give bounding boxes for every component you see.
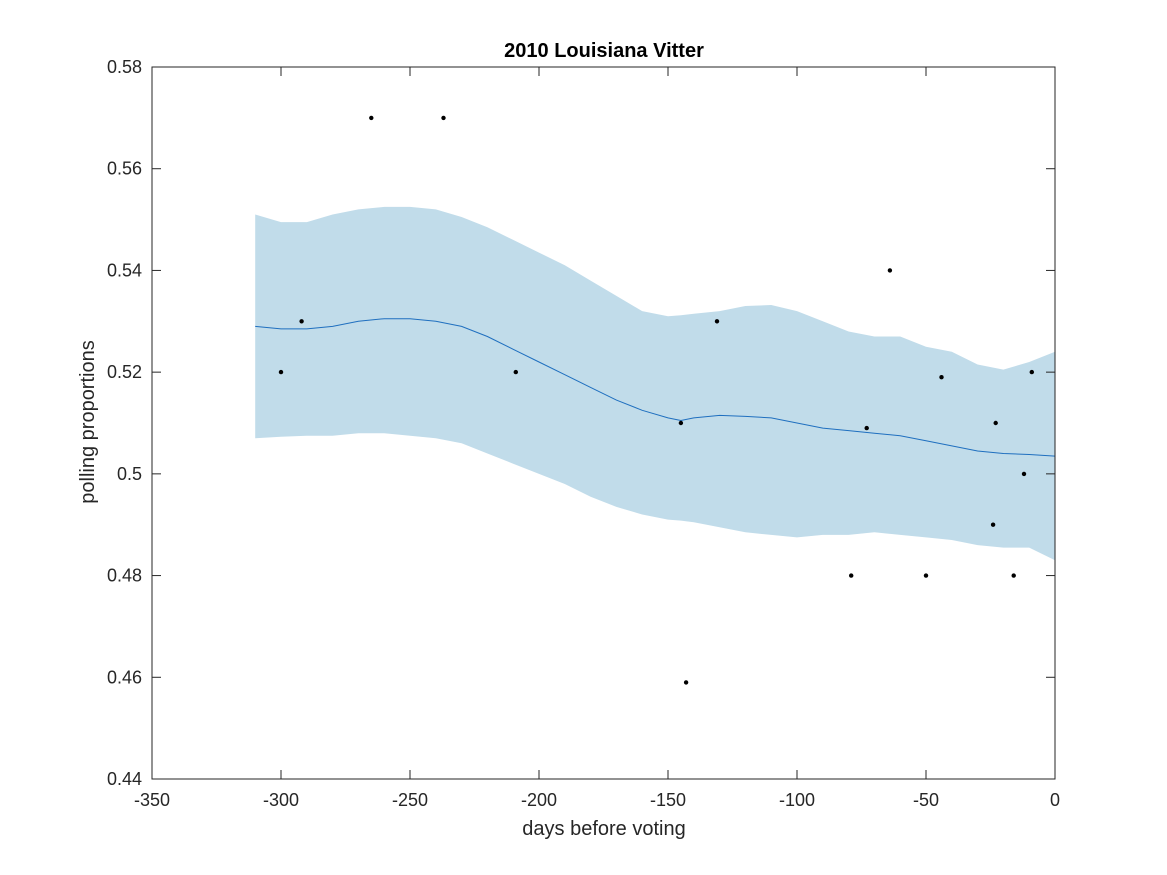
data-point [990,522,996,527]
mean-line [255,318,1056,457]
data-point [299,319,304,324]
data-point [993,420,998,426]
x-tick-label: -300 [263,790,299,810]
y-tick-label: 0.56 [107,159,142,179]
data-point [369,115,374,121]
data-point [887,268,893,273]
x-tick-label: -100 [779,790,815,810]
plot-area: -350 -300 -250 -200 -150 -100 -50 0 0.44 0.46 0.48… [107,57,1060,810]
data-point [923,573,929,578]
data-point [441,115,446,121]
data-point [278,369,284,375]
x-tick-label: -350 [134,790,170,810]
confidence-band [255,206,1055,561]
x-tick-label: -50 [913,790,939,810]
y-tick-label: 0.58 [107,57,142,77]
y-tick-label: 0.5 [117,464,142,484]
x-axis-label: days before voting [522,818,685,840]
data-point [678,420,684,426]
data-point [1011,573,1016,578]
y-axis-label: polling proportions [77,340,99,503]
data-point [864,425,869,431]
y-tick-label: 0.48 [107,566,142,586]
data-point [714,319,720,324]
y-tick-label: 0.52 [107,362,142,382]
x-tick-label: -200 [521,790,557,810]
axes-frame [151,66,1056,780]
y-tick-label: 0.44 [107,769,142,789]
chart-title: 2010 Louisiana Vitter [504,40,704,62]
x-tick-label: 0 [1050,790,1060,810]
x-tick-label: -250 [392,790,428,810]
x-tick-label: -150 [650,790,686,810]
data-point [849,573,854,578]
data-point [939,375,944,380]
data-point [513,369,518,375]
y-tick-label: 0.54 [107,260,142,280]
data-point [1021,471,1027,477]
y-tick-label: 0.46 [107,667,142,687]
data-point [1029,369,1035,375]
data-point [683,680,689,685]
